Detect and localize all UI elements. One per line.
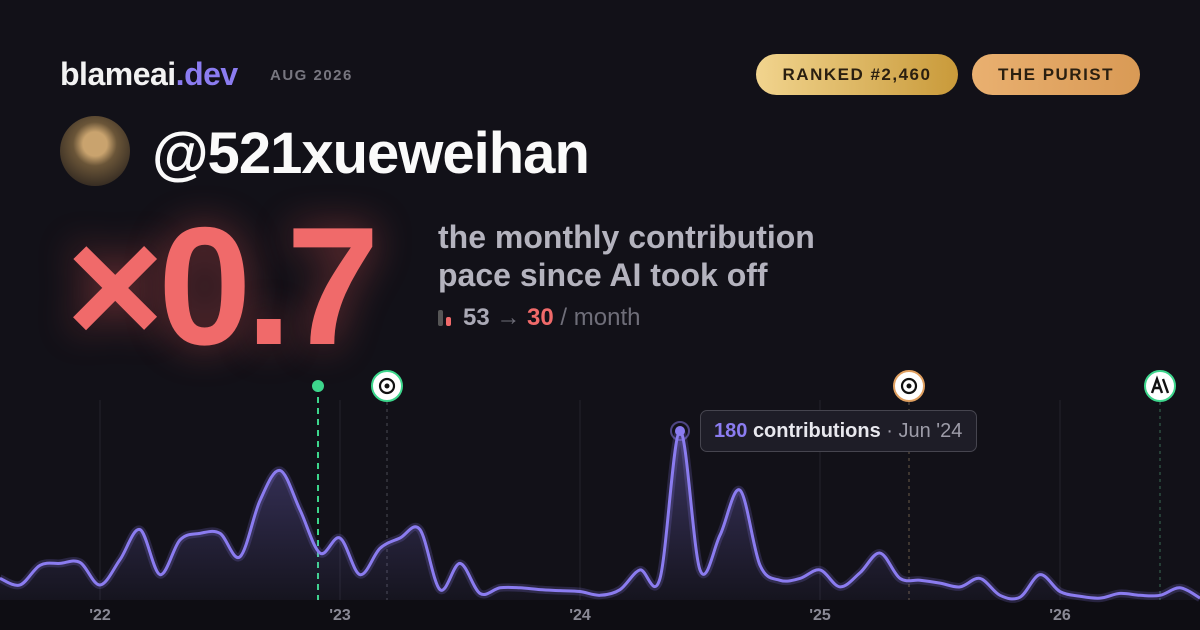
tooltip-date: Jun '24: [898, 420, 963, 442]
event-icon: [1144, 370, 1176, 402]
brand: blameai.dev: [60, 56, 238, 93]
tagline: the monthly contribution pace since AI t…: [438, 219, 815, 293]
pace: 53 → 30 / month: [438, 304, 640, 332]
persona-badge: THE PURIST: [972, 54, 1140, 95]
username: @521xueweihan: [152, 121, 590, 186]
event-icon: [893, 370, 925, 402]
pace-after: 30: [527, 304, 554, 331]
line: [0, 429, 1200, 601]
tooltip: 180 contributions · Jun '24: [700, 410, 978, 452]
x-tick-label: '26: [1049, 607, 1071, 624]
brand-name: blameai: [60, 56, 176, 92]
pace-arrow: →: [496, 304, 521, 331]
peak-ring: [670, 421, 690, 441]
area: [0, 430, 1200, 600]
x-tick-label: '23: [329, 607, 351, 624]
tooltip-value: 180: [714, 420, 748, 442]
pace-unit: / month: [560, 304, 641, 331]
event-icon: [371, 370, 403, 402]
pace-before: 53: [463, 304, 490, 331]
brand-tld: .dev: [175, 56, 239, 92]
tooltip-unit: contributions: [752, 420, 881, 442]
axis-band: [0, 600, 1200, 630]
x-tick-label: '24: [569, 607, 591, 624]
x-tick-label: '22: [89, 607, 111, 624]
event-dot: [312, 380, 324, 392]
peak-marker: [675, 426, 685, 436]
x-tick-label: '25: [809, 607, 831, 624]
bar-icon: [446, 317, 451, 326]
avatar: [60, 116, 130, 186]
period: AUG 2026: [270, 67, 353, 84]
rank-badge: RANKED #2,460: [756, 54, 958, 95]
multiplier: ×0.7: [66, 192, 380, 380]
bar-icon: [438, 310, 443, 326]
